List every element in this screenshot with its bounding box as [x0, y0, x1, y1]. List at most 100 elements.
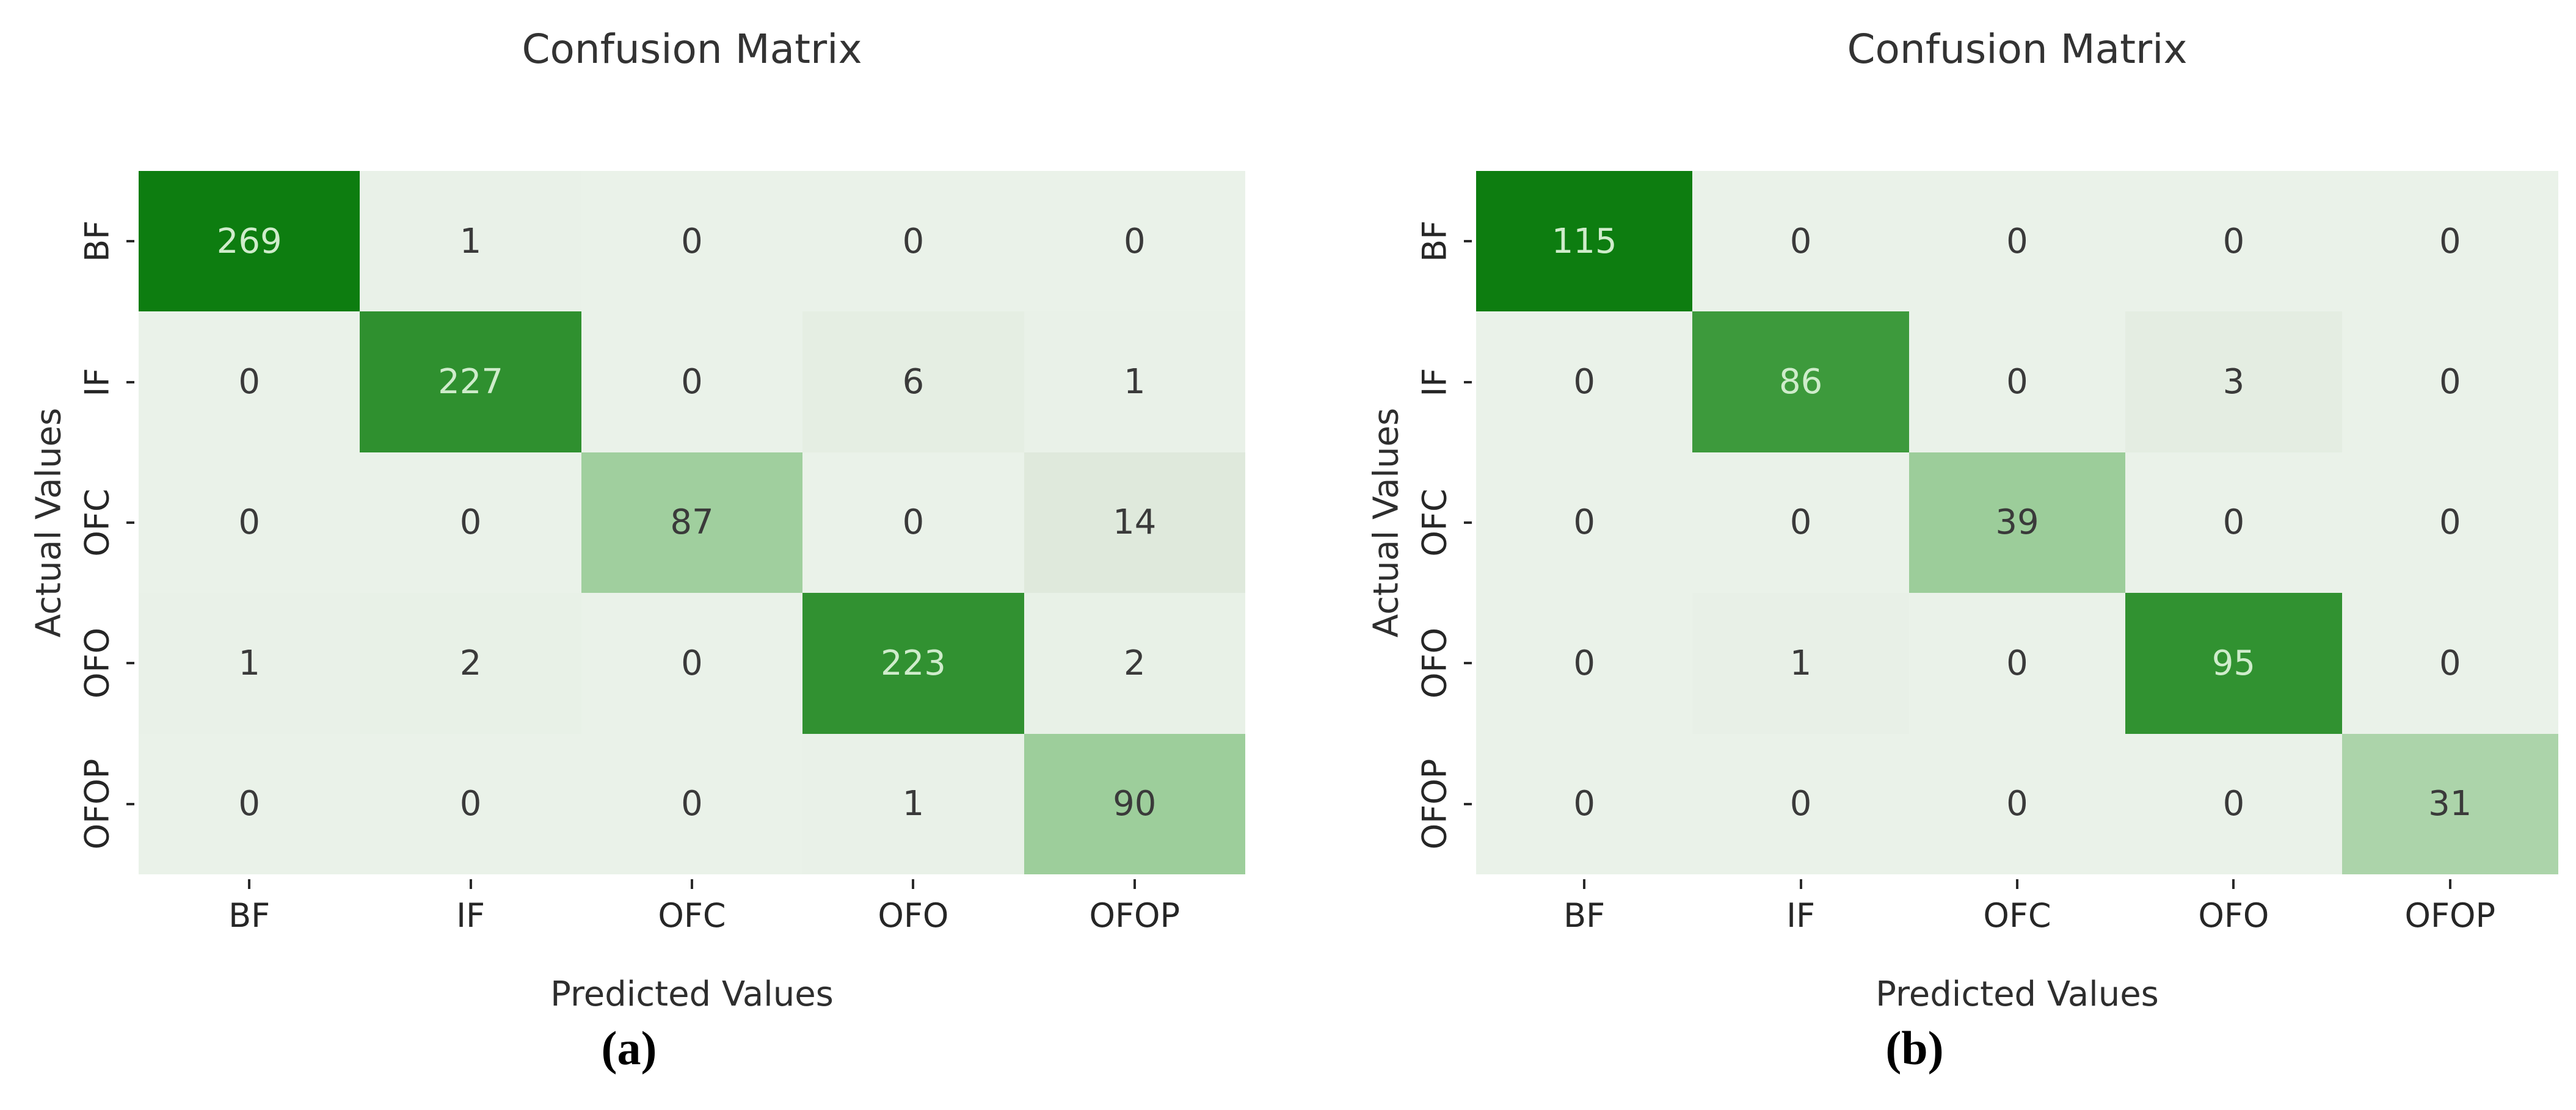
subfigure-caption: (b) — [1885, 1021, 1944, 1075]
matrix-cell: 95 — [2125, 593, 2342, 734]
matrix-cell: 1 — [360, 171, 581, 312]
matrix-cell: 0 — [2341, 171, 2558, 312]
matrix-cell: 0 — [2341, 311, 2558, 452]
x-axis-label: Predicted Values — [550, 974, 834, 1014]
matrix-cell: 0 — [1476, 593, 1693, 734]
matrix-cell: 115 — [1476, 171, 1693, 312]
x-tick-label: OFOP — [2404, 896, 2496, 935]
heatmap: 115 0 0 0 0 0 86 0 3 0 0 0 39 0 0 0 1 0 95 0 0 0 0 0 31 — [1476, 171, 2558, 874]
y-tick-label: OFO — [1415, 628, 1454, 699]
matrix-cell: 0 — [1692, 733, 1909, 874]
y-tick-label: BF — [78, 220, 117, 263]
matrix-cell: 0 — [1692, 171, 1909, 312]
x-tick-mark — [1583, 879, 1586, 889]
x-tick-mark — [2448, 879, 2451, 889]
y-tick-label: BF — [1415, 220, 1454, 263]
matrix-cell: 90 — [1024, 733, 1245, 874]
y-tick-mark — [126, 521, 134, 524]
y-tick-mark — [1464, 380, 1472, 383]
matrix-cell: 0 — [1476, 733, 1693, 874]
y-tick-mark — [1464, 802, 1472, 805]
x-tick-label: BF — [228, 896, 271, 935]
x-tick-label: OFO — [2198, 896, 2269, 935]
matrix-cell: 0 — [2125, 171, 2342, 312]
matrix-cell: 39 — [1908, 452, 2126, 593]
matrix-cell: 0 — [1908, 311, 2126, 452]
matrix-cell: 0 — [802, 171, 1024, 312]
matrix-cell: 86 — [1692, 311, 1909, 452]
y-tick-mark — [126, 662, 134, 665]
matrix-cell: 31 — [2341, 733, 2558, 874]
matrix-cell: 0 — [581, 171, 803, 312]
matrix-cell: 0 — [1476, 452, 1693, 593]
matrix-cell: 0 — [1908, 171, 2126, 312]
matrix-cell: 0 — [2125, 733, 2342, 874]
matrix-cell: 0 — [1692, 452, 1909, 593]
matrix-cell: 14 — [1024, 452, 1245, 593]
matrix-cell: 0 — [2341, 593, 2558, 734]
x-tick-label: OFC — [1983, 896, 2051, 935]
x-tick-mark — [912, 879, 915, 889]
matrix-cell: 0 — [2125, 452, 2342, 593]
x-tick-mark — [1799, 879, 1802, 889]
matrix-cell: 2 — [1024, 593, 1245, 734]
x-axis-label: Predicted Values — [1876, 974, 2159, 1014]
matrix-cell: 0 — [1908, 593, 2126, 734]
matrix-cell: 0 — [139, 311, 360, 452]
chart-title: Confusion Matrix — [522, 26, 862, 73]
matrix-cell: 2 — [360, 593, 581, 734]
x-tick-mark — [2016, 879, 2018, 889]
matrix-cell: 1 — [139, 593, 360, 734]
y-tick-mark — [126, 240, 134, 243]
y-tick-label: OFO — [78, 628, 117, 699]
y-axis-label: Actual Values — [1366, 407, 1406, 638]
matrix-cell: 6 — [802, 311, 1024, 452]
x-tick-mark — [469, 879, 472, 889]
matrix-cell: 0 — [1024, 171, 1245, 312]
y-tick-mark — [1464, 521, 1472, 524]
x-tick-mark — [1133, 879, 1136, 889]
matrix-cell: 0 — [2341, 452, 2558, 593]
x-tick-label: OFOP — [1089, 896, 1181, 935]
y-tick-label: OFC — [1415, 488, 1454, 557]
matrix-cell: 0 — [802, 452, 1024, 593]
matrix-cell: 0 — [1476, 311, 1693, 452]
x-tick-label: IF — [456, 896, 486, 935]
y-tick-label: OFOP — [78, 758, 117, 850]
x-tick-label: OFC — [658, 896, 726, 935]
matrix-cell: 0 — [581, 733, 803, 874]
chart-title: Confusion Matrix — [1847, 26, 2188, 73]
matrix-cell: 1 — [802, 733, 1024, 874]
x-tick-label: BF — [1563, 896, 1606, 935]
matrix-cell: 227 — [360, 311, 581, 452]
matrix-cell: 0 — [581, 311, 803, 452]
subfigure-caption: (a) — [601, 1021, 657, 1075]
matrix-cell: 3 — [2125, 311, 2342, 452]
x-tick-label: OFO — [878, 896, 949, 935]
matrix-cell: 0 — [360, 733, 581, 874]
matrix-cell: 0 — [1908, 733, 2126, 874]
matrix-cell: 223 — [802, 593, 1024, 734]
matrix-cell: 87 — [581, 452, 803, 593]
x-tick-label: IF — [1786, 896, 1816, 935]
matrix-cell: 0 — [581, 593, 803, 734]
x-tick-mark — [2232, 879, 2235, 889]
matrix-cell: 0 — [139, 733, 360, 874]
x-tick-mark — [691, 879, 693, 889]
y-tick-mark — [126, 802, 134, 805]
y-tick-mark — [126, 380, 134, 383]
matrix-cell: 0 — [360, 452, 581, 593]
x-tick-mark — [248, 879, 251, 889]
y-axis-label: Actual Values — [29, 407, 69, 638]
matrix-cell: 1 — [1024, 311, 1245, 452]
y-tick-label: OFOP — [1415, 758, 1454, 850]
matrix-cell: 269 — [139, 171, 360, 312]
matrix-cell: 0 — [139, 452, 360, 593]
heatmap: 269 1 0 0 0 0 227 0 6 1 0 0 87 0 14 1 2 0 223 2 0 0 0 1 90 — [139, 171, 1245, 874]
y-tick-mark — [1464, 662, 1472, 665]
y-tick-label: IF — [1415, 368, 1454, 397]
y-tick-mark — [1464, 240, 1472, 243]
